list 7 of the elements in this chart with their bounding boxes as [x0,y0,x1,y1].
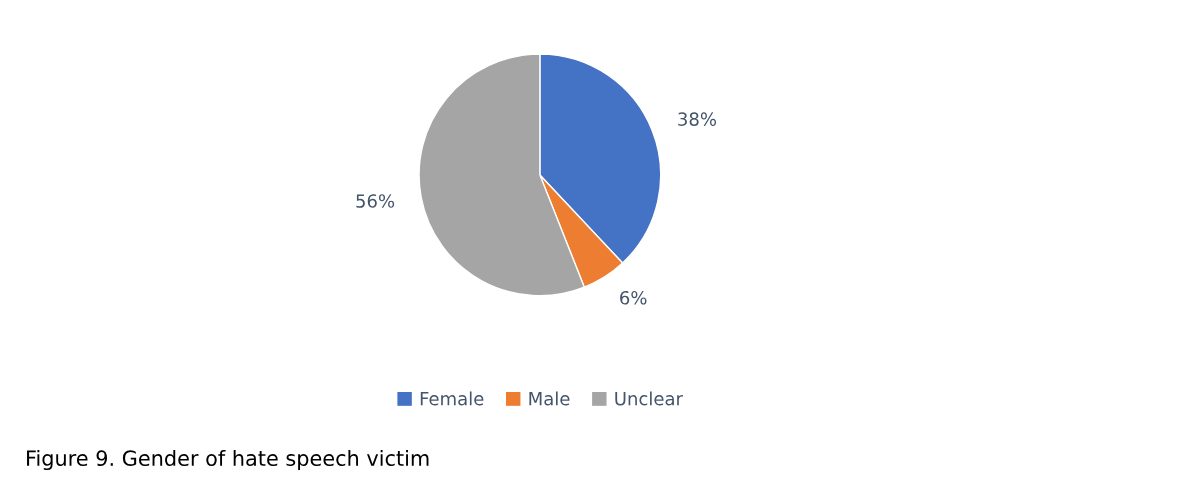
caption: Figure 9. Gender of hate speech victim [27,449,429,471]
legend-label: Unclear [615,391,683,406]
legend-label: Female [420,391,484,406]
data-label: 6% [620,290,647,305]
legend-label: Male [529,391,570,406]
data-label: 56% [356,194,395,208]
data-label: 38% [678,112,717,126]
